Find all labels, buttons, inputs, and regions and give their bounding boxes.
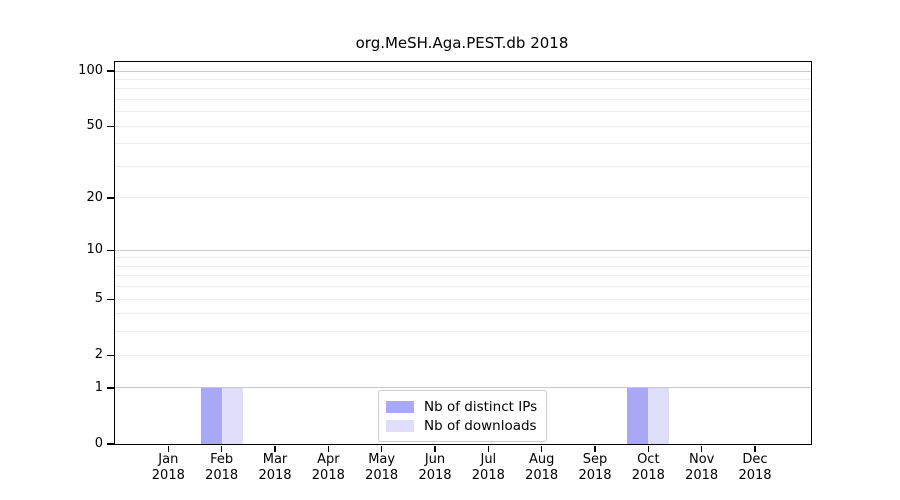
x-tick-label-line: 2018 — [578, 468, 612, 483]
x-tick-label: Oct 2018 — [616, 452, 680, 484]
gridline-major — [115, 249, 811, 251]
y-tick-mark — [107, 387, 114, 389]
gridline-minor — [115, 143, 811, 145]
x-tick-mark — [754, 445, 756, 452]
y-tick-label: 10 — [86, 242, 103, 258]
x-tick-label-line: Apr — [317, 452, 340, 467]
plot-area: 0 1 2 5 10 20 50 100 Jan 2018 Feb 2018 Mar 2018 Apr 20… — [78, 61, 812, 483]
x-tick-label-line: 2018 — [258, 468, 292, 483]
x-tick-label-line: 2018 — [631, 468, 665, 483]
bar-distinct-ips — [200, 388, 222, 444]
y-tick-mark — [107, 70, 114, 72]
bar-downloads — [221, 388, 243, 444]
y-tick-mark — [107, 443, 114, 445]
gridline-minor — [115, 298, 811, 300]
x-tick-mark — [274, 445, 276, 452]
x-tick-label: May 2018 — [350, 452, 414, 484]
x-tick-label: Aug 2018 — [510, 452, 574, 484]
x-tick-label: Jun 2018 — [403, 452, 467, 484]
gridline-minor — [115, 88, 811, 90]
x-tick-mark — [487, 445, 490, 452]
x-tick-label-line: Mar — [262, 452, 288, 467]
x-tick-label: Sep 2018 — [563, 452, 627, 484]
gridline-minor — [115, 331, 811, 333]
x-tick-label-line: 2018 — [205, 468, 239, 483]
legend-swatch-downloads — [386, 419, 414, 432]
gridline-minor — [115, 257, 811, 259]
legend-label-distinct-ips: Nb of distinct IPs — [424, 398, 538, 415]
x-tick-label-line: Dec — [742, 452, 768, 467]
gridline-minor — [115, 286, 811, 288]
x-tick-mark — [167, 445, 170, 452]
x-tick-label: Apr 2018 — [296, 452, 360, 484]
x-tick-label: Jul 2018 — [456, 452, 520, 484]
x-tick-mark — [540, 445, 543, 452]
x-tick-mark — [594, 445, 596, 452]
gridline-minor — [115, 197, 811, 199]
y-tick-label: 2 — [94, 347, 103, 363]
x-tick-label-line: Sep — [582, 452, 608, 467]
x-tick-mark — [647, 445, 650, 452]
gridline-minor — [115, 166, 811, 167]
x-tick-label-line: Jun — [424, 452, 446, 467]
gridline-major — [115, 387, 811, 389]
x-tick-label-line: 2018 — [311, 468, 345, 483]
x-tick-mark — [220, 445, 223, 452]
x-tick-label-line: 2018 — [151, 468, 185, 483]
x-tick-label: Feb 2018 — [190, 452, 254, 484]
x-tick-label-line: Aug — [528, 452, 555, 467]
gridline-minor — [115, 354, 811, 356]
y-tick-label: 0 — [94, 436, 103, 451]
y-tick-mark — [107, 197, 114, 199]
legend-item-distinct-ips: Nb of distinct IPs — [386, 397, 537, 416]
gridline-minor — [115, 111, 811, 113]
bar-distinct-ips — [627, 388, 649, 444]
gridline-minor — [115, 275, 811, 277]
y-tick-mark — [107, 354, 114, 356]
y-tick-label: 50 — [86, 118, 103, 134]
gridline-major — [115, 70, 811, 72]
x-tick-label-line: 2018 — [525, 468, 559, 483]
x-tick-label-line: 2018 — [418, 468, 452, 483]
y-tick-label: 100 — [78, 63, 103, 79]
y-tick-label: 20 — [86, 189, 103, 205]
x-tick-label: Jan 2018 — [136, 452, 200, 484]
y-tick-mark — [107, 125, 114, 127]
x-tick-label: Dec 2018 — [723, 452, 787, 484]
chart-title: org.MeSH.Aga.PEST.db 2018 — [355, 34, 569, 52]
gridline-minor — [115, 265, 811, 267]
legend: Nb of distinct IPs Nb of downloads — [378, 390, 548, 442]
x-tick-label-line: Jul — [480, 452, 497, 467]
x-tick-label-line: 2018 — [738, 468, 772, 483]
y-tick-label: 1 — [94, 379, 103, 395]
x-tick-label-line: 2018 — [365, 468, 399, 483]
x-tick-mark — [700, 445, 703, 452]
gridline-minor — [115, 313, 811, 315]
x-tick-label-line: 2018 — [685, 468, 719, 483]
x-tick-label-line: Jan — [158, 452, 179, 467]
gridline-minor — [115, 78, 811, 80]
x-tick-label: Mar 2018 — [243, 452, 307, 484]
x-tick-mark — [434, 445, 436, 452]
x-tick-label-line: Nov — [688, 452, 715, 467]
bar-downloads — [648, 388, 670, 444]
x-tick-label-line: Feb — [210, 452, 234, 467]
x-tick-label-line: 2018 — [471, 468, 505, 483]
y-tick-mark — [107, 298, 114, 300]
legend-swatch-distinct-ips — [386, 400, 414, 413]
x-tick-mark — [380, 445, 383, 452]
y-tick-label: 5 — [94, 291, 103, 307]
x-tick-label-line: May — [368, 452, 396, 467]
gridline-minor — [115, 125, 811, 127]
legend-item-downloads: Nb of downloads — [386, 416, 537, 435]
legend-label-downloads: Nb of downloads — [424, 417, 537, 434]
gridline-minor — [115, 99, 811, 101]
x-tick-label: Nov 2018 — [670, 452, 734, 484]
x-tick-mark — [327, 445, 330, 452]
x-tick-label-line: Oct — [637, 452, 660, 467]
y-tick-mark — [107, 249, 114, 251]
